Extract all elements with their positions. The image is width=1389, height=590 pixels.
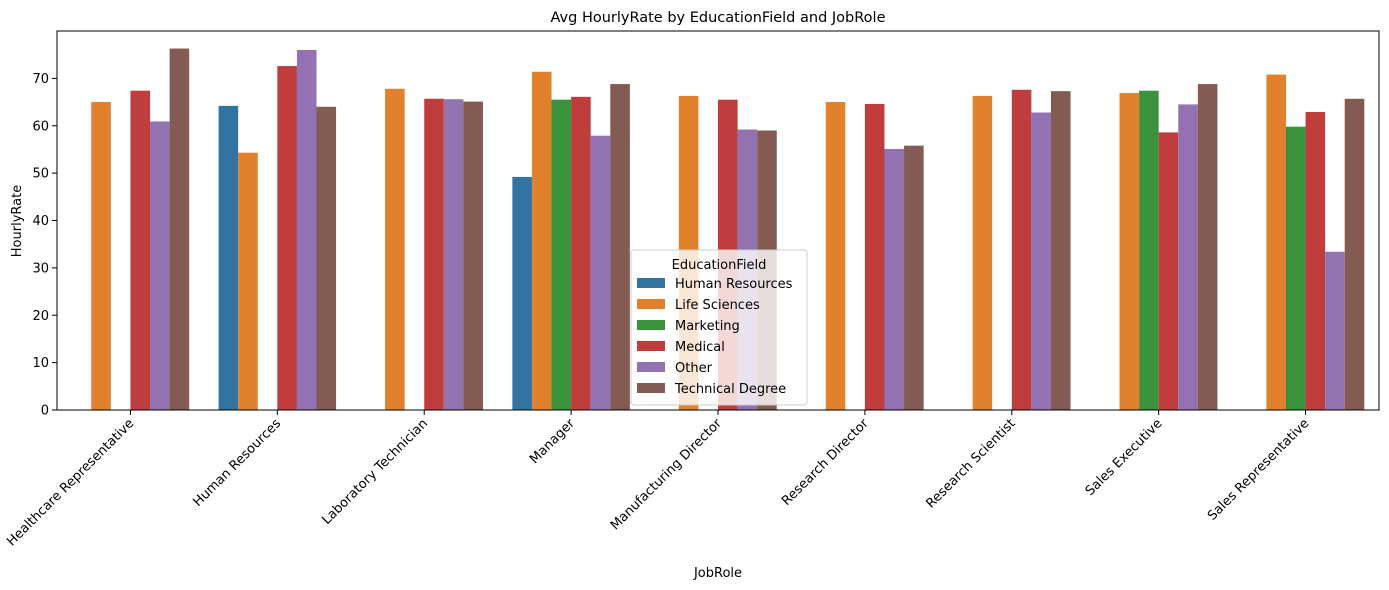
y-tick-label: 0 bbox=[41, 404, 49, 419]
bar-manager-life-sciences bbox=[531, 71, 552, 411]
bar-sales-executive-marketing bbox=[1139, 90, 1159, 410]
x-tick-label-human-resources: Human Resources bbox=[191, 416, 285, 510]
legend-label-technical-degree: Technical Degree bbox=[674, 382, 786, 397]
legend-swatch-medical bbox=[637, 341, 665, 351]
bar-healthcare-representative-medical bbox=[130, 90, 151, 410]
y-axis-label: HourlyRate bbox=[10, 185, 25, 257]
bar-human-resources-medical bbox=[277, 66, 297, 410]
bar-research-scientist-other bbox=[1031, 112, 1051, 411]
bar-sales-executive-technical-degree bbox=[1197, 84, 1218, 410]
bar-healthcare-representative-technical-degree bbox=[169, 48, 190, 410]
x-tick-label-research-director: Research Director bbox=[779, 416, 872, 509]
y-tick-label: 60 bbox=[32, 119, 49, 134]
legend-swatch-human-resources bbox=[637, 278, 665, 288]
legend-label-medical: Medical bbox=[675, 340, 725, 355]
bar-research-scientist-life-sciences bbox=[972, 95, 993, 411]
x-tick-label-manager: Manager bbox=[527, 416, 578, 467]
bar-research-director-technical-degree bbox=[904, 145, 924, 410]
x-tick-label-sales-representative: Sales Representative bbox=[1205, 416, 1312, 523]
bar-sales-executive-medical bbox=[1158, 132, 1179, 410]
bar-sales-representative-marketing bbox=[1285, 126, 1306, 410]
bar-sales-representative-medical bbox=[1305, 112, 1326, 410]
x-tick-label-healthcare-representative: Healthcare Representative bbox=[4, 416, 137, 549]
x-tick-label-laboratory-technician: Laboratory Technician bbox=[319, 416, 431, 528]
legend-title: EducationField bbox=[672, 258, 767, 273]
bar-laboratory-technician-medical bbox=[424, 98, 444, 410]
bar-sales-executive-life-sciences bbox=[1119, 93, 1140, 410]
bar-laboratory-technician-technical-degree bbox=[463, 101, 483, 410]
bar-human-resources-other bbox=[296, 49, 317, 410]
bar-laboratory-technician-other bbox=[443, 99, 464, 410]
legend-frame bbox=[630, 249, 808, 406]
y-tick-label: 50 bbox=[32, 167, 49, 182]
x-axis-ticks: Healthcare Representative Human Resources… bbox=[4, 410, 1312, 549]
legend-swatch-marketing bbox=[637, 320, 665, 330]
bar-human-resources-human-resources bbox=[218, 105, 239, 410]
bar-manager-other bbox=[590, 135, 611, 410]
bar-laboratory-technician-life-sciences bbox=[385, 88, 405, 411]
chart-title: Avg HourlyRate by EducationField and Job… bbox=[550, 10, 885, 26]
bar-research-scientist-medical bbox=[1011, 89, 1032, 410]
y-tick-label: 10 bbox=[32, 356, 49, 371]
plot-frame bbox=[56, 30, 1380, 411]
bar-sales-representative-technical-degree bbox=[1344, 98, 1365, 410]
bar-human-resources-technical-degree bbox=[316, 106, 337, 411]
legend: EducationField Human Resources Life Scien… bbox=[630, 249, 808, 406]
y-axis-ticks: 0 10 20 30 40 50 60 70 bbox=[32, 72, 57, 419]
legend-swatch-other bbox=[637, 362, 665, 372]
bar-research-scientist-technical-degree bbox=[1050, 91, 1071, 411]
bar-human-resources-life-sciences bbox=[238, 152, 258, 410]
bar-manager-human-resources bbox=[512, 176, 532, 410]
bar-manager-technical-degree bbox=[610, 84, 630, 410]
bar-research-director-other bbox=[884, 148, 905, 410]
bar-sales-representative-life-sciences bbox=[1266, 74, 1286, 410]
y-tick-label: 40 bbox=[32, 214, 49, 229]
legend-items: Human Resources Life Sciences Marketing Med… bbox=[637, 277, 793, 397]
x-tick-label-research-scientist: Research Scientist bbox=[923, 416, 1018, 511]
bar-manager-medical bbox=[571, 96, 591, 410]
legend-label-human-resources: Human Resources bbox=[675, 277, 793, 292]
bar-sales-representative-other bbox=[1325, 251, 1345, 410]
bar-research-director-life-sciences bbox=[825, 102, 846, 410]
bar-sales-executive-other bbox=[1178, 104, 1198, 411]
legend-swatch-technical-degree bbox=[637, 383, 665, 393]
bar-manager-marketing bbox=[551, 99, 572, 410]
legend-label-marketing: Marketing bbox=[675, 319, 740, 334]
y-tick-label: 30 bbox=[32, 261, 49, 276]
x-tick-label-sales-executive: Sales Executive bbox=[1083, 416, 1166, 499]
x-tick-label-manufacturing-director: Manufacturing Director bbox=[608, 416, 725, 533]
legend-label-other: Other bbox=[675, 361, 713, 376]
bar-healthcare-representative-life-sciences bbox=[91, 102, 111, 410]
y-tick-label: 70 bbox=[32, 72, 49, 87]
x-axis-label: JobRole bbox=[693, 566, 742, 581]
legend-swatch-life-sciences bbox=[637, 299, 665, 309]
y-tick-label: 20 bbox=[32, 309, 49, 324]
bar-healthcare-representative-other bbox=[150, 121, 170, 411]
bar-research-director-medical bbox=[864, 103, 885, 411]
legend-label-life-sciences: Life Sciences bbox=[675, 298, 760, 313]
